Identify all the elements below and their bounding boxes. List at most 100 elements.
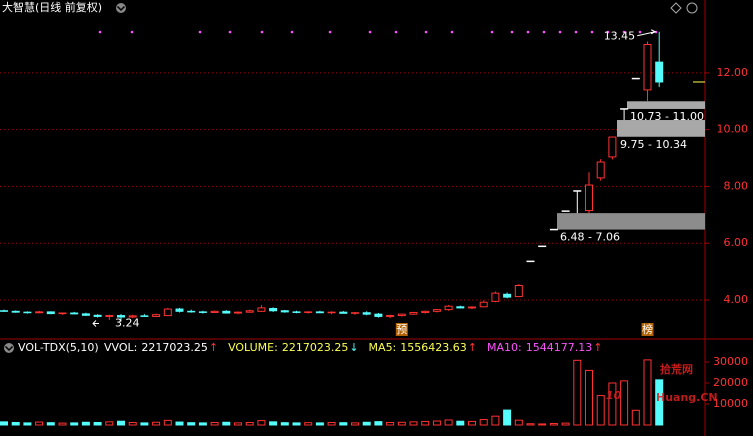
- marker-label: 榜: [642, 322, 653, 336]
- candle-body: [468, 306, 476, 309]
- candle-body: [280, 310, 289, 313]
- watermark-en: Huang.CN: [656, 391, 718, 404]
- candle-body: [58, 312, 67, 315]
- candle-body: [163, 308, 172, 317]
- watermark: 10 拾荒网 Huang.CN: [606, 362, 718, 404]
- indicator-value: 1544177.13: [526, 341, 592, 354]
- volume-bar: [198, 422, 207, 426]
- volume-bar: [128, 421, 137, 426]
- event-dot: [198, 30, 202, 34]
- event-dot: [558, 30, 562, 34]
- volume-bar: [549, 423, 558, 426]
- volume-bar: [35, 421, 44, 426]
- volume-bar: [93, 421, 102, 426]
- volume-bar: [514, 419, 523, 426]
- candle-body: [386, 315, 395, 317]
- low-label: 3.24: [115, 317, 140, 330]
- y-tick-label: 10.00: [717, 123, 749, 136]
- candle-body: [187, 310, 196, 313]
- marker-box: [641, 323, 654, 336]
- candle-body: [315, 311, 324, 314]
- candle-body: [456, 306, 465, 309]
- candle-body: [198, 311, 207, 313]
- event-dot: [130, 30, 134, 34]
- candle-body: [479, 301, 488, 308]
- marker-label: 预: [396, 323, 407, 336]
- volume-bar: [210, 421, 219, 426]
- indicator-arrow: ↑: [593, 341, 602, 354]
- volume-bar: [468, 420, 476, 426]
- volume-bar: [339, 422, 348, 426]
- high-arrow: [637, 29, 657, 37]
- menu-button[interactable]: [116, 3, 126, 13]
- volume-bar: [643, 359, 652, 426]
- volume-bar: [245, 421, 254, 426]
- volume-bar: [117, 420, 125, 426]
- volume-bar: [374, 421, 383, 426]
- volume-bar: [315, 422, 324, 426]
- candle-body: [292, 311, 301, 313]
- candle-body: [222, 310, 231, 314]
- indicator-name: MA10:: [487, 341, 522, 354]
- candle-body: [128, 315, 137, 318]
- close-icon[interactable]: [686, 2, 698, 14]
- candle-body: [0, 310, 8, 312]
- chart-title: 大智慧(日线 前复权): [2, 0, 102, 14]
- event-dot: [622, 30, 626, 34]
- menu-arrow: [4, 345, 14, 352]
- volume-bar: [655, 379, 664, 426]
- candle-body: [585, 184, 593, 212]
- indicator-value: 2217023.25: [141, 341, 207, 354]
- candle-body: [70, 312, 79, 315]
- indicator-arrow: ↓: [349, 341, 358, 354]
- vol-menu-button[interactable]: [4, 343, 14, 353]
- y-tick-label: 4.00: [724, 293, 749, 306]
- candle-body: [210, 310, 219, 313]
- event-dot: [542, 30, 546, 34]
- candle-body: [245, 310, 254, 313]
- vol-tick-label: 30000: [713, 355, 748, 368]
- volume-bar: [0, 421, 8, 426]
- vol-tick-label: 10000: [713, 397, 748, 410]
- candle-body: [514, 284, 523, 298]
- diamond-icon[interactable]: [670, 2, 682, 14]
- volume-bar: [46, 422, 55, 426]
- volume-bar: [596, 395, 605, 426]
- volume-bar: [234, 422, 242, 426]
- volume-bar: [444, 419, 453, 426]
- watermark-cn: 拾荒网: [660, 362, 693, 376]
- y-tick-label: 8.00: [724, 179, 749, 192]
- volume-bar: [386, 421, 395, 426]
- gap-label: 6.48 - 7.06: [560, 231, 620, 244]
- candle-body: [269, 307, 278, 312]
- volume-bar: [23, 422, 32, 426]
- candle-body: [409, 311, 418, 315]
- candle-body: [351, 312, 359, 314]
- candle-body: [503, 293, 512, 298]
- candle-body: [23, 311, 32, 314]
- volume-bar: [491, 415, 500, 426]
- vol-header: VOL-TDX(5,10): [18, 341, 99, 354]
- volume-bar: [409, 421, 418, 426]
- volume-bar: [397, 421, 406, 426]
- indicator-name: VVOL:: [104, 341, 137, 354]
- volume-bar: [11, 421, 20, 426]
- volume-bar: [163, 419, 172, 426]
- volume-bar: [421, 420, 430, 426]
- volume-bar: [152, 421, 161, 426]
- candle-body: [432, 309, 441, 312]
- y-tick-label: 6.00: [724, 236, 749, 249]
- candle-body: [362, 312, 371, 315]
- event-dot: [368, 30, 372, 34]
- candle-body: [608, 136, 617, 158]
- gap-zone: [627, 101, 705, 109]
- event-dot: [574, 30, 578, 34]
- event-dot: [394, 30, 398, 34]
- candle-body: [421, 310, 430, 313]
- volume-bar: [292, 422, 301, 426]
- gap-label: 10.73 - 11.00: [630, 110, 704, 123]
- candle-body: [152, 314, 161, 317]
- low-arrow: [92, 320, 99, 327]
- volume-bar: [631, 409, 640, 426]
